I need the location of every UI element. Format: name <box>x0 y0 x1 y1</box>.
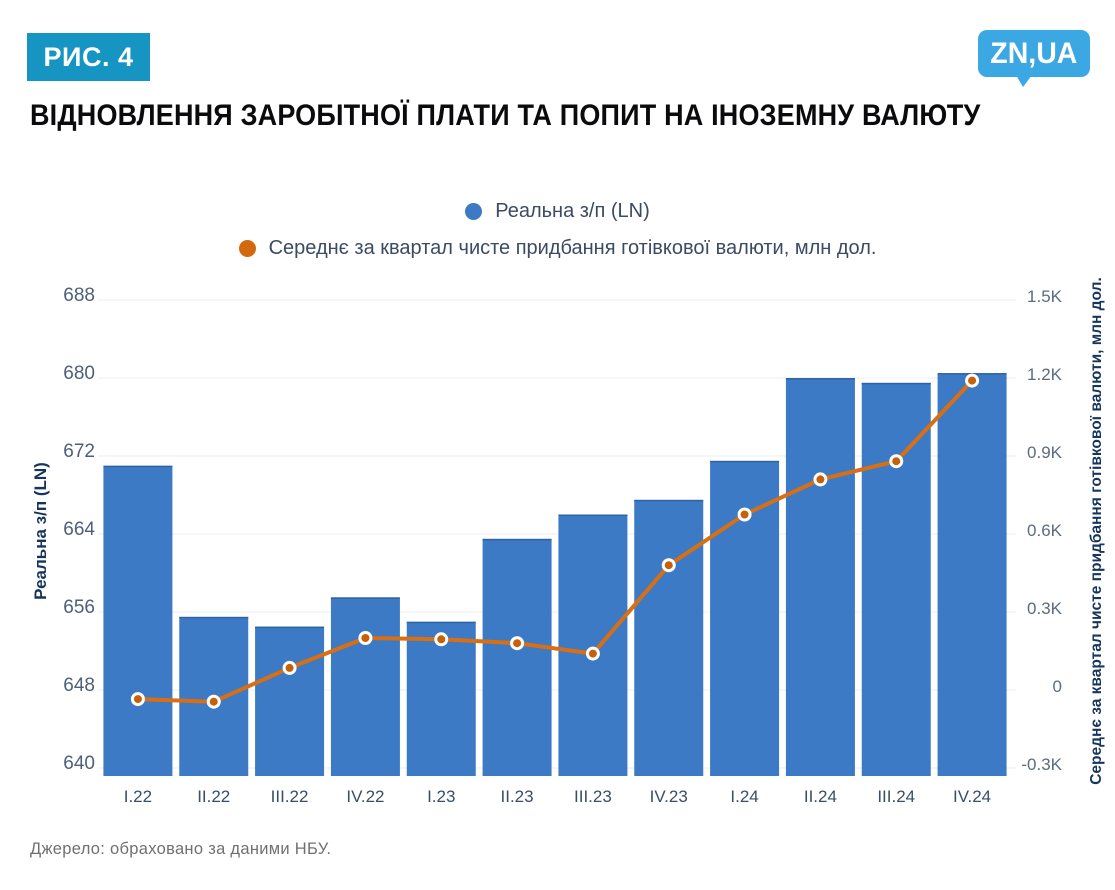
legend-item-net-fx-purchase: Середнє за квартал чисте придбання готів… <box>0 233 1115 263</box>
x-axis-label: II.24 <box>803 787 837 806</box>
line-marker-I.22 <box>130 692 145 707</box>
x-axis-label: III.24 <box>877 787 916 806</box>
left-axis-title: Реальна з/п (LN) <box>31 462 50 600</box>
x-axis-label: II.23 <box>500 787 534 806</box>
x-axis-label: IV.23 <box>649 787 688 806</box>
znua-logo: ZN,UA <box>978 30 1090 87</box>
bar-III.22 <box>255 626 325 776</box>
legend-item-real-wage: Реальна з/п (LN) <box>0 196 1115 226</box>
net-fx-purchase-line <box>135 378 975 704</box>
legend-orange-circle-icon <box>238 239 256 257</box>
line-marker-III.23 <box>585 646 600 661</box>
left-axis-tick: 672 <box>63 441 95 462</box>
znua-logo-text: ZN,UA <box>990 36 1078 70</box>
right-axis-tick: -0.3K <box>1021 755 1062 774</box>
legend-label-net-fx-purchase: Середнє за квартал чисте придбання готів… <box>268 236 877 259</box>
line-marker-I.24 <box>737 507 752 522</box>
left-axis-tick: 664 <box>63 519 95 540</box>
right-axis-tick: 0 <box>1052 677 1062 696</box>
right-axis-tick: 0.9K <box>1027 443 1062 462</box>
x-axis-label: I.24 <box>730 787 759 806</box>
chart-title: ВІДНОВЛЕННЯ ЗАРОБІТНОЇ ПЛАТИ ТА ПОПИТ НА… <box>30 99 981 132</box>
bar-IV.22 <box>330 597 400 776</box>
line-marker-II.23 <box>510 636 525 651</box>
line-marker-III.24 <box>889 454 904 469</box>
bar-IV.24 <box>937 373 1007 776</box>
left-axis-tick: 688 <box>63 285 95 306</box>
left-axis-tick: 648 <box>63 675 95 696</box>
x-axis-label: I.23 <box>427 787 456 806</box>
bar-II.23 <box>482 538 552 776</box>
bar-IV.23 <box>634 499 704 776</box>
line-marker-II.24 <box>813 472 828 487</box>
line-marker-IV.22 <box>358 631 373 645</box>
x-axis-label: IV.22 <box>346 787 385 806</box>
right-axis-tick: 0.6K <box>1027 521 1062 540</box>
legend-blue-circle-icon <box>465 202 483 220</box>
x-axis-label: II.22 <box>197 787 231 806</box>
x-axis-label: IV.24 <box>953 787 992 806</box>
x-axis-label: III.22 <box>270 787 309 806</box>
left-axis-tick: 656 <box>63 597 95 618</box>
left-axis-tick: 680 <box>63 363 95 384</box>
line-marker-II.22 <box>206 694 221 709</box>
line-marker-III.22 <box>282 660 297 675</box>
x-axis-label: I.22 <box>123 787 153 806</box>
bar-III.24 <box>861 382 931 776</box>
right-axis-tick: 1.2K <box>1027 365 1062 384</box>
legend: Реальна з/п (LN) Середнє за квартал чист… <box>0 196 1115 270</box>
line-marker-I.23 <box>434 632 449 647</box>
bar-I.22 <box>103 465 173 776</box>
bar-I.23 <box>406 621 476 776</box>
line-marker-IV.24 <box>965 373 980 388</box>
source-note: Джерело: обраховано за даними НБУ. <box>30 840 332 858</box>
right-axis-tick: 1.5K <box>1027 287 1062 306</box>
bar-III.23 <box>558 514 628 776</box>
figure-badge: РИС. 4 <box>27 33 150 81</box>
right-axis-title: Середнє за квартал чисте придбання готів… <box>1088 277 1105 785</box>
legend-label-real-wage: Реальна з/п (LN) <box>495 199 650 222</box>
line-marker-IV.23 <box>661 558 676 573</box>
logo-speech-tail <box>1016 75 1032 87</box>
bar-II.24 <box>785 378 855 776</box>
right-axis-tick: 0.3K <box>1027 599 1062 618</box>
left-axis-tick: 640 <box>63 753 95 774</box>
x-axis-label: III.23 <box>574 787 612 806</box>
